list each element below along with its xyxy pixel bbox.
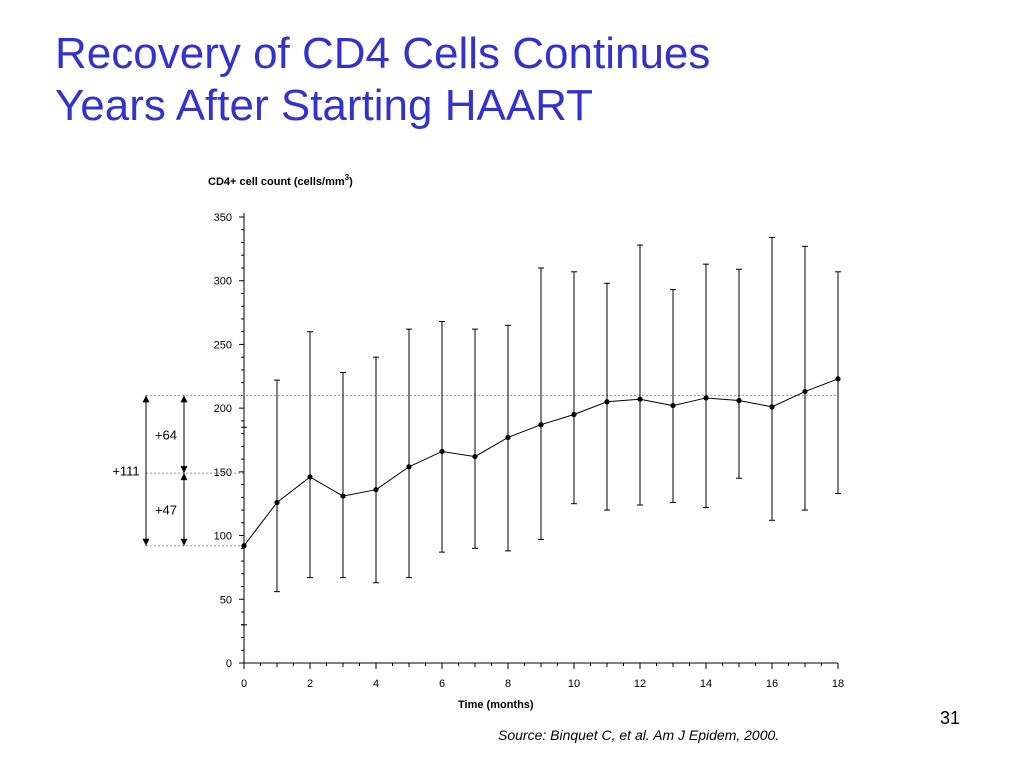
arrowhead-down <box>142 538 150 546</box>
x-tick-label: 14 <box>700 678 712 690</box>
data-point <box>472 453 478 460</box>
data-point <box>406 464 412 470</box>
y-tick-label: 350 <box>214 212 232 224</box>
data-point <box>703 395 709 401</box>
y-axis-label: CD4+ cell count (cells/mm3) <box>208 173 353 188</box>
data-point <box>802 388 808 395</box>
arrowhead-up <box>180 395 188 403</box>
data-point <box>571 411 577 418</box>
slide-title: Recovery of CD4 Cells Continues Years Af… <box>55 29 711 130</box>
x-tick-label: 8 <box>505 678 511 690</box>
arrowhead-up <box>180 473 188 481</box>
data-point <box>439 448 445 455</box>
source-citation: Source: Binquet C, et al. Am J Epidem, 2… <box>498 727 780 743</box>
x-tick-label: 10 <box>568 678 580 690</box>
x-tick-label: 12 <box>634 678 646 690</box>
data-point <box>604 399 610 405</box>
y-tick-label: 200 <box>214 403 232 415</box>
data-point <box>835 376 841 382</box>
x-tick-label: 16 <box>766 678 778 690</box>
data-point <box>637 396 643 402</box>
y-tick-label: 50 <box>220 594 232 606</box>
data-point <box>307 474 313 480</box>
annotation-label: +64 <box>155 427 177 442</box>
x-tick-label: 18 <box>832 678 844 690</box>
x-tick-label: 0 <box>241 678 247 690</box>
y-tick-label: 0 <box>226 658 232 670</box>
data-point <box>241 543 247 549</box>
annotation-label: +111 <box>112 464 139 479</box>
x-tick-label: 2 <box>307 678 313 690</box>
reference-lines-group <box>146 394 838 547</box>
x-axis-label: Time (months) <box>458 699 534 711</box>
y-tick-label: 300 <box>214 276 232 288</box>
y-tick-label: 100 <box>214 531 232 543</box>
page-number: 31 <box>940 708 961 728</box>
arrowhead-up <box>142 395 150 403</box>
x-tick-label: 6 <box>439 678 445 690</box>
x-tick-label: 4 <box>373 678 379 690</box>
y-tick-label: 250 <box>214 339 232 351</box>
data-point <box>340 493 346 499</box>
annotations-group: +64 +47 +111 <box>112 395 188 546</box>
data-marks-group <box>241 236 841 626</box>
data-point <box>505 434 511 441</box>
data-point <box>736 397 742 404</box>
data-point <box>769 404 775 410</box>
annotation-label: +47 <box>155 502 177 517</box>
data-point <box>274 499 280 506</box>
arrowhead-down <box>180 466 188 474</box>
data-point <box>373 487 379 493</box>
data-point <box>538 422 544 428</box>
y-axis-label-superscript: 3 <box>345 173 350 182</box>
arrowhead-down <box>180 538 188 546</box>
data-point <box>670 402 676 409</box>
